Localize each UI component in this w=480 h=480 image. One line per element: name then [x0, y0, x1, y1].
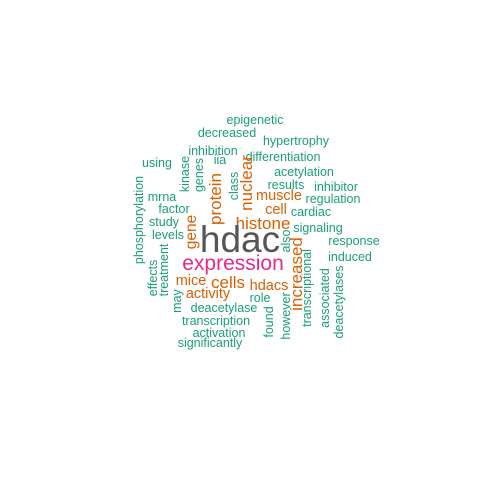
word-muscle: muscle — [256, 188, 302, 204]
word-cells: cells — [211, 273, 245, 292]
word-treatment: treatment — [157, 243, 171, 296]
word-transcription: transcription — [182, 314, 250, 328]
word-kinase: kinase — [178, 156, 192, 192]
word-activation: activation — [193, 326, 246, 340]
word-associated: associated — [318, 268, 332, 328]
word-cell: cell — [265, 202, 287, 218]
word-results: results — [268, 178, 305, 192]
word-significantly: significantly — [178, 336, 243, 350]
word-levels: levels — [152, 228, 184, 242]
word-deacetylase: deacetylase — [191, 301, 258, 315]
word-increased: increased — [287, 237, 306, 311]
word-response: response — [328, 234, 379, 248]
word-expression: expression — [182, 252, 284, 275]
word-differentiation: differentiation — [246, 150, 321, 164]
word-hypertrophy: hypertrophy — [263, 134, 330, 148]
word-however: however — [279, 292, 293, 339]
word-nuclear: nuclear — [237, 155, 256, 211]
word-deacetylases: deacetylases — [332, 266, 346, 339]
word-decreased: decreased — [198, 126, 256, 140]
word-inhibitor: inhibitor — [314, 180, 358, 194]
word-iia: iia — [214, 153, 227, 167]
word-role: role — [250, 291, 271, 305]
word-cardiac: cardiac — [291, 205, 331, 219]
word-mice: mice — [176, 273, 207, 289]
word-epigenetic: epigenetic — [227, 113, 284, 127]
word-mrna: mrna — [148, 190, 177, 204]
word-phosphorylation: phosphorylation — [132, 176, 146, 264]
word-class: class — [227, 172, 241, 200]
word-protein: protein — [206, 173, 225, 225]
word-genes: genes — [192, 158, 206, 192]
word-regulation: regulation — [306, 192, 361, 206]
word-hdac: hdac — [200, 219, 280, 260]
word-induced: induced — [328, 250, 372, 264]
word-inhibition: inhibition — [188, 144, 237, 158]
word-histone: histone — [236, 214, 291, 233]
word-using: using — [142, 156, 172, 170]
word-also: also — [279, 229, 293, 252]
word-found: found — [262, 306, 276, 337]
word-transcriptional: transcriptional — [300, 249, 314, 327]
word-may: may — [170, 288, 184, 312]
word-factor: factor — [158, 202, 189, 216]
word-effects: effects — [146, 260, 160, 297]
word-study: study — [149, 215, 180, 229]
word-signaling: signaling — [293, 221, 342, 235]
word-acetylation: acetylation — [274, 165, 334, 179]
word-activity: activity — [186, 286, 231, 302]
word-gene: gene — [183, 215, 200, 249]
word-hdacs: hdacs — [250, 278, 289, 294]
